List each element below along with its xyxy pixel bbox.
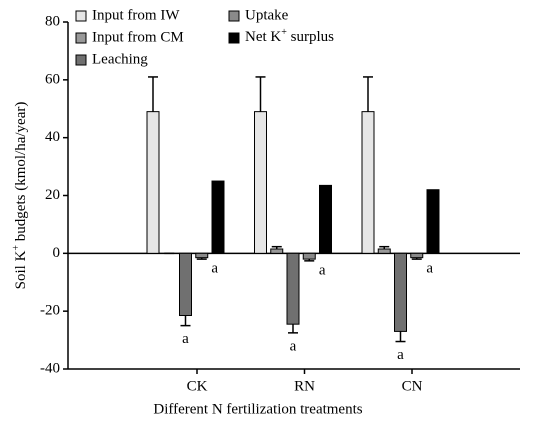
y-tick-label: 80 — [45, 13, 60, 29]
bar — [270, 248, 284, 254]
bar — [179, 252, 192, 317]
annotation: a — [211, 261, 218, 277]
y-axis-label: Soil K+ budgets (kmol/ha/year) — [11, 102, 30, 290]
bar — [286, 252, 300, 325]
y-tick-label: 0 — [53, 245, 61, 261]
legend-label: Input from IW — [92, 7, 180, 23]
x-axis-label: Different N fertilization treatments — [153, 401, 362, 417]
legend-swatch — [75, 10, 87, 22]
annotation: a — [290, 338, 297, 354]
legend-label: Leaching — [92, 51, 148, 67]
bar — [195, 252, 209, 259]
bar — [319, 184, 332, 254]
x-tick-label: RN — [294, 378, 315, 394]
legend-swatch — [228, 32, 240, 44]
y-tick-label: 40 — [45, 129, 60, 145]
y-tick-label: 60 — [45, 71, 60, 87]
bar — [426, 189, 440, 254]
bar — [254, 111, 267, 254]
bar — [211, 180, 225, 254]
legend-label: Net K+ surplus — [245, 27, 334, 46]
legend-swatch — [75, 32, 87, 44]
annotation: a — [397, 347, 404, 363]
x-tick-label: CK — [187, 378, 208, 394]
y-tick-label: -20 — [40, 303, 60, 319]
legend-label: Input from CM — [92, 29, 184, 45]
bar — [361, 111, 375, 254]
y-tick-label: -40 — [40, 360, 60, 376]
bar — [410, 252, 424, 259]
legend-label: Uptake — [245, 7, 289, 23]
bar — [302, 252, 316, 260]
y-tick-label: 20 — [45, 187, 60, 203]
annotation: a — [426, 261, 433, 277]
x-tick-label: CN — [402, 378, 423, 394]
bar — [146, 111, 160, 254]
bar — [394, 252, 407, 332]
annotation: a — [319, 262, 326, 278]
annotation: a — [182, 331, 189, 347]
bar — [377, 248, 391, 254]
legend-swatch — [228, 10, 240, 22]
legend-swatch — [75, 54, 87, 66]
